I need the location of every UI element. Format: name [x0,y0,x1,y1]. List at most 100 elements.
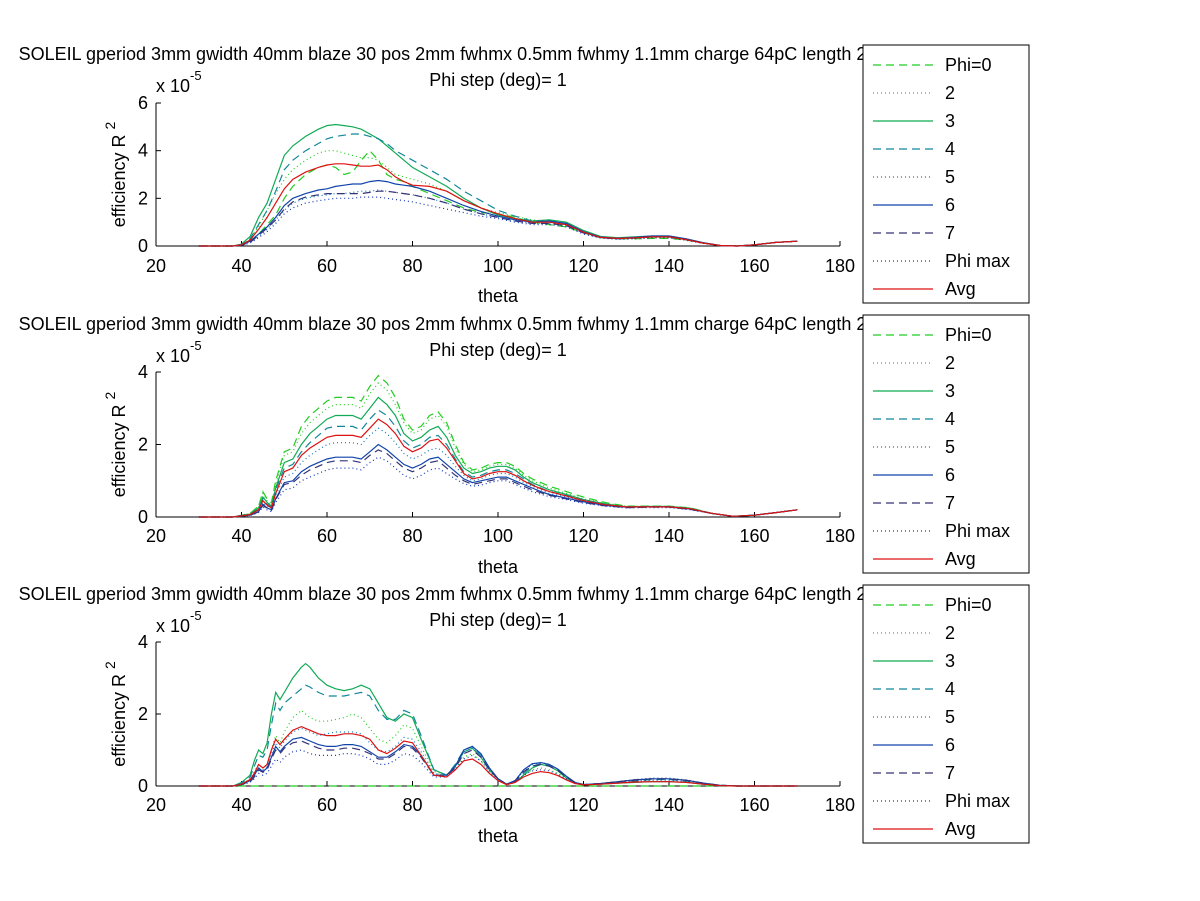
legend-label: 7 [945,493,955,513]
legend-label: Avg [945,279,976,299]
legend-label: 6 [945,465,955,485]
x-tick-label: 120 [568,795,598,815]
legend-label: 2 [945,83,955,103]
series-line-5 [198,427,798,518]
x-tick-label: 120 [568,526,598,546]
series-line-3 [198,662,798,787]
chart-subtitle: Phi step (deg)= 1 [429,610,567,630]
exponent-prefix: x 10 [156,346,190,366]
x-tick-label: 160 [739,526,769,546]
chart-title: SOLEIL gperiod 3mm gwidth 40mm blaze 30 … [19,584,886,604]
exponent-superscript: -5 [190,338,202,353]
y-exponent-label: x 10-5 [156,608,202,636]
y-tick-label: 2 [138,188,148,208]
series-line-5 [198,189,798,247]
legend-label: 3 [945,651,955,671]
series-line-9 [198,725,798,787]
chart-panel-3: 20 40 60 80 100 120 140 160 180 0 2 4 x 10-5 SOLEIL g… [19,584,1030,846]
series-line-8 [198,196,798,247]
legend: Phi=0 2 3 4 5 6 7 Phi max Avg [862,314,1030,574]
y-axis-label-superscript: 2 [102,122,118,130]
legend-box [862,44,1030,304]
x-tick-label: 60 [317,795,337,815]
x-axis-label: theta [478,826,519,846]
legend-label: Phi=0 [945,55,992,75]
legend-label: 6 [945,195,955,215]
series-line-9 [198,418,798,518]
x-tick-label: 20 [146,795,166,815]
y-tick-label: 0 [138,507,148,527]
y-axis-label-text: efficiency R [109,400,129,498]
series-line-7 [198,190,798,247]
x-tick-label: 100 [483,795,513,815]
y-axis-label: efficiency R 2 [102,122,129,228]
legend-label: Phi=0 [945,325,992,345]
exponent-superscript: -5 [190,608,202,623]
legend-box [862,584,1030,844]
x-tick-label: 180 [825,256,855,276]
y-tick-label: 4 [138,632,148,652]
chart-panel-1: 20 40 60 80 100 120 140 160 180 0 2 4 6 x 10-5 SOLEIL … [19,44,1030,306]
legend-label: 3 [945,111,955,131]
y-tick-label: 6 [138,93,148,113]
y-tick-label: 2 [138,704,148,724]
chart-subtitle: Phi step (deg)= 1 [429,340,567,360]
x-tick-label: 40 [231,526,251,546]
y-axis-label-superscript: 2 [102,392,118,400]
y-exponent-label: x 10-5 [156,68,202,96]
y-tick-label: 0 [138,776,148,796]
x-tick-label: 100 [483,526,513,546]
y-axis-label-superscript: 2 [102,661,118,669]
x-tick-label: 140 [654,526,684,546]
series-line-3 [198,123,798,247]
series-line-6 [198,179,798,247]
y-tick-label: 4 [138,362,148,382]
x-tick-label: 80 [402,795,422,815]
x-tick-label: 180 [825,795,855,815]
series-line-1 [198,374,798,518]
chart-title: SOLEIL gperiod 3mm gwidth 40mm blaze 30 … [19,314,886,334]
series-line-6 [198,736,798,787]
x-tick-label: 180 [825,526,855,546]
series-line-7 [198,449,798,518]
chart-subtitle: Phi step (deg)= 1 [429,70,567,90]
x-tick-label: 40 [231,256,251,276]
exponent-prefix: x 10 [156,76,190,96]
chart-panel-2: 20 40 60 80 100 120 140 160 180 0 2 4 x 10-5 SOLEIL g… [19,314,1030,577]
x-tick-label: 140 [654,256,684,276]
y-axis-label: efficiency R 2 [102,661,129,767]
y-axis-label-text: efficiency R [109,130,129,228]
legend-label: 5 [945,437,955,457]
legend-label: 4 [945,139,955,159]
legend-label: 4 [945,679,955,699]
legend-box [862,314,1030,574]
y-axis-label: efficiency R 2 [102,392,129,498]
series-line-7 [198,740,798,787]
x-tick-label: 100 [483,256,513,276]
x-tick-label: 160 [739,256,769,276]
x-tick-label: 80 [402,526,422,546]
series-line-3 [198,396,798,518]
legend-label: Phi max [945,791,1010,811]
y-exponent-label: x 10-5 [156,338,202,366]
x-tick-label: 40 [231,795,251,815]
legend: Phi=0 2 3 4 5 6 7 Phi max Avg [862,44,1030,304]
x-tick-label: 120 [568,256,598,276]
legend: Phi=0 2 3 4 5 6 7 Phi max Avg [862,584,1030,844]
legend-label: Phi=0 [945,595,992,615]
series-line-5 [198,727,798,787]
series-line-4 [198,409,798,518]
series-line-4 [198,684,798,787]
chart-title: SOLEIL gperiod 3mm gwidth 40mm blaze 30 … [19,44,886,64]
x-tick-label: 60 [317,526,337,546]
x-axis-label: theta [478,557,519,577]
legend-label: 5 [945,167,955,187]
x-tick-label: 60 [317,256,337,276]
x-tick-label: 20 [146,526,166,546]
legend-label: 2 [945,353,955,373]
series-line-4 [198,133,798,247]
legend-label: 5 [945,707,955,727]
legend-label: Avg [945,549,976,569]
y-tick-label: 4 [138,141,148,161]
legend-label: 7 [945,223,955,243]
